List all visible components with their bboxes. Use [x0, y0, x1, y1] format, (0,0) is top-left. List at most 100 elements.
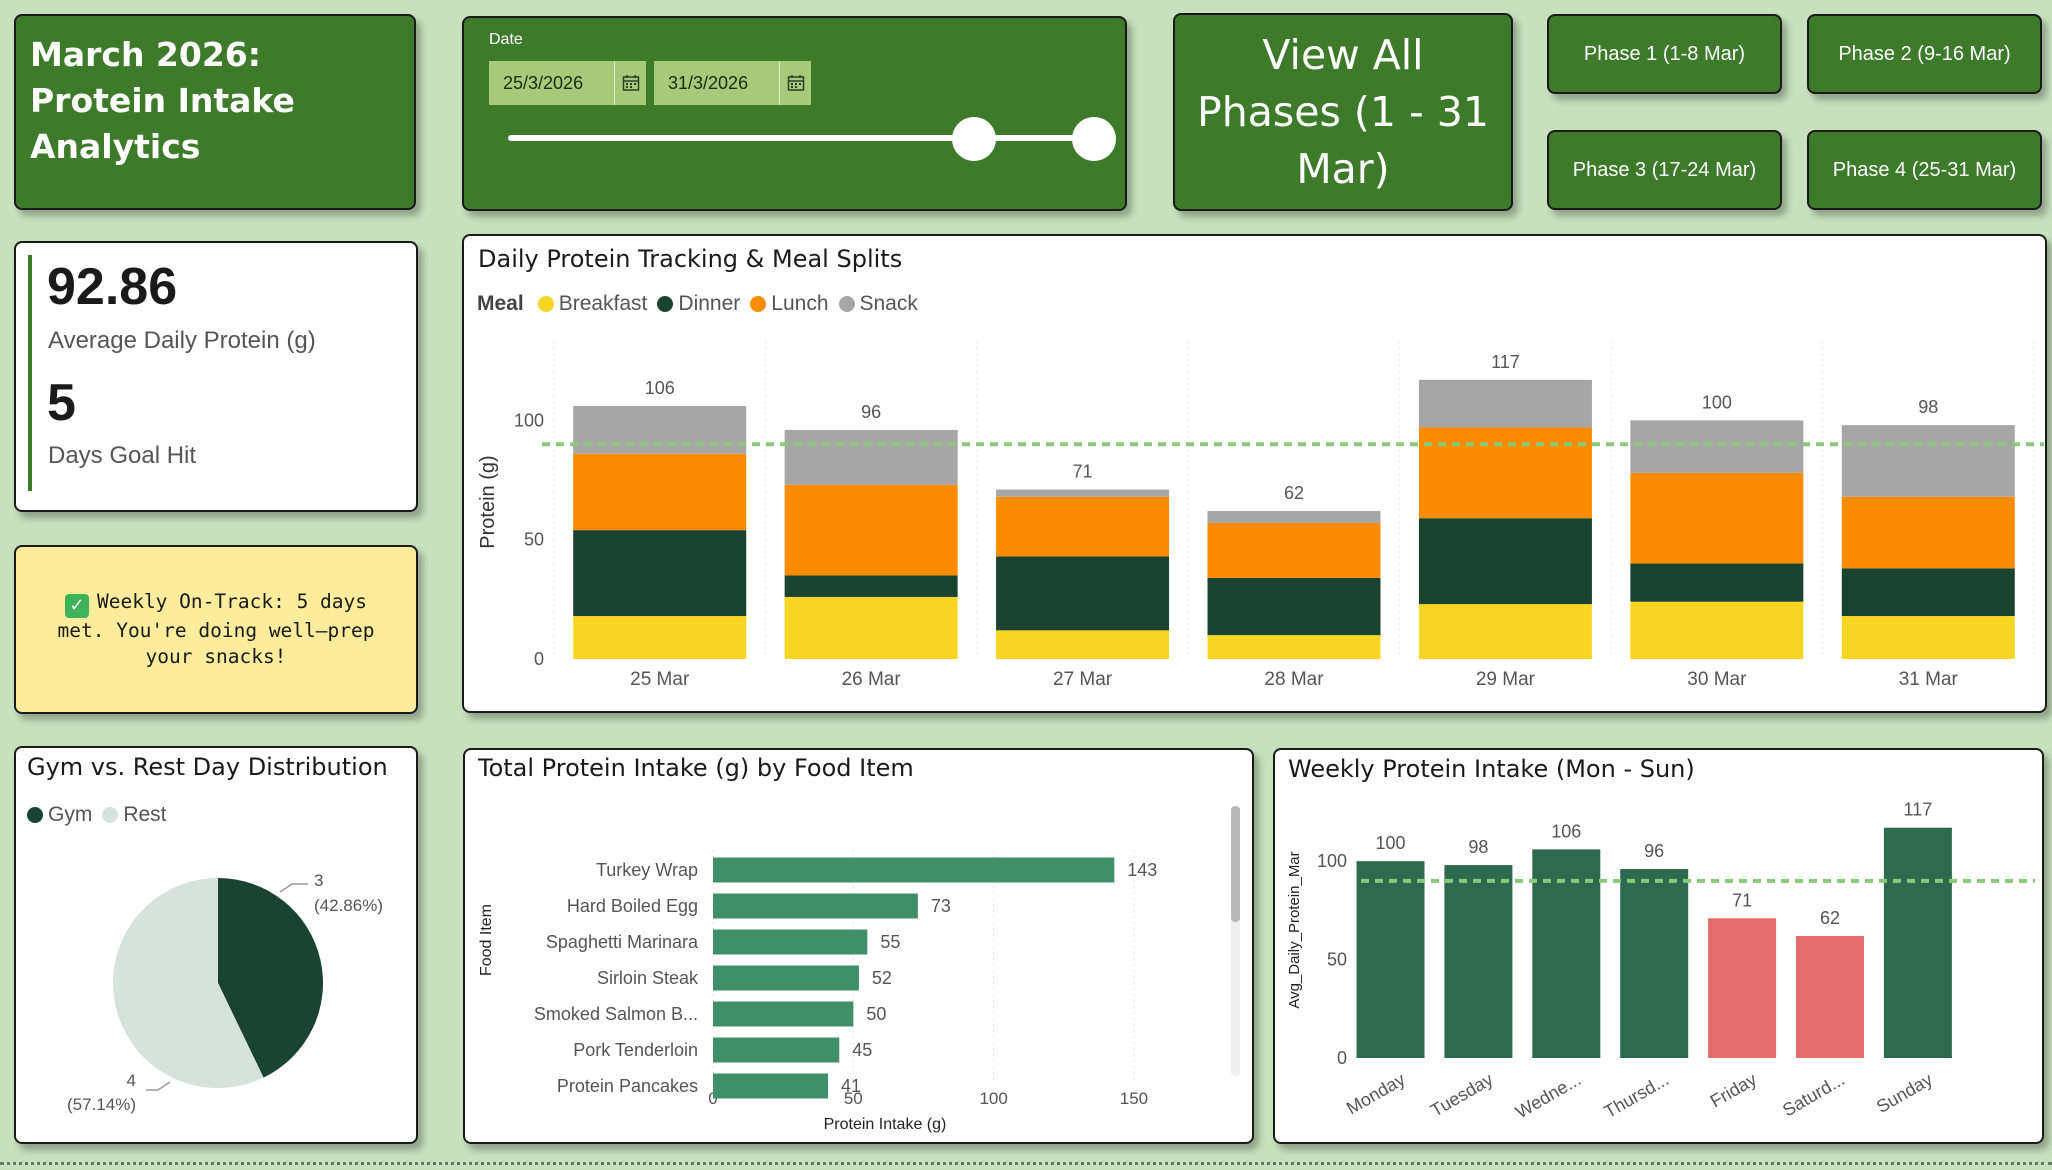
data-label: 73 [931, 896, 951, 916]
y-tick-label: 100 [514, 410, 544, 430]
bar-breakfast [1207, 635, 1381, 659]
pie-legend: Gym Rest [27, 803, 177, 827]
calendar-icon[interactable] [779, 61, 811, 105]
food-bar [713, 857, 1115, 883]
start-date-input[interactable]: 25/3/2026 [489, 61, 646, 105]
bar-snack [573, 406, 747, 454]
weekly-bar [1883, 827, 1952, 1058]
x-tick-label: Sunday [1873, 1069, 1936, 1117]
weekly-bar [1444, 865, 1513, 1058]
y-tick-label: 0 [534, 649, 544, 669]
y-axis-title: Protein (g) [477, 455, 499, 548]
data-label: 117 [1904, 800, 1933, 820]
bar-breakfast [996, 630, 1170, 659]
title-card: March 2026: Protein Intake Analytics [14, 14, 416, 210]
data-label: 71 [1732, 890, 1752, 910]
bar-snack [1630, 420, 1804, 473]
weekly-bar [1796, 935, 1864, 1058]
x-tick-label: 50 [844, 1089, 863, 1108]
x-tick-label: Thursd... [1601, 1069, 1673, 1122]
phase-4-button[interactable]: Phase 4 (25-31 Mar) [1807, 130, 2042, 210]
legend-item-breakfast[interactable]: Breakfast [537, 292, 648, 316]
bar-snack [784, 429, 958, 485]
x-tick-label: Saturd... [1779, 1069, 1848, 1120]
weekly-bar [1532, 849, 1601, 1058]
data-label: 96 [861, 402, 881, 422]
food-chart-plot: 050100150Protein Intake (g)Food ItemTurk… [478, 806, 1240, 1133]
bar-dinner [1207, 577, 1381, 636]
page-title: March 2026: Protein Intake Analytics [30, 35, 295, 166]
weekly-protein-chart: Weekly Protein Intake (Mon - Sun) 0 50 100… [1273, 748, 2044, 1144]
bar-lunch [1418, 427, 1592, 519]
date-label: Date [489, 31, 523, 48]
data-label: 62 [1820, 908, 1840, 928]
phase-2-button[interactable]: Phase 2 (9-16 Mar) [1807, 14, 2042, 94]
gym-dot-icon [27, 807, 43, 823]
dinner-dot-icon [657, 296, 674, 312]
bar-dinner [573, 530, 747, 617]
phase-1-button[interactable]: Phase 1 (1-8 Mar) [1547, 14, 1782, 94]
data-label: 62 [1284, 483, 1304, 503]
bar-snack [1207, 511, 1381, 523]
bar-dinner [1841, 568, 2015, 617]
weekly-bar [1708, 918, 1777, 1058]
bar-breakfast [784, 596, 958, 659]
view-all-phases-button[interactable]: View All Phases (1 - 31 Mar) [1173, 13, 1513, 211]
y-tick-label: 50 [1327, 950, 1347, 970]
bar-lunch [573, 453, 747, 531]
pie-percent-label: (57.14%) [67, 1095, 136, 1114]
daily-protein-chart: Daily Protein Tracking & Meal Splits Mea… [462, 234, 2047, 713]
slider-start-handle[interactable] [951, 117, 996, 161]
legend-item-lunch[interactable]: Lunch [750, 292, 829, 316]
legend-item-snack[interactable]: Snack [838, 292, 918, 316]
food-chart-title: Total Protein Intake (g) by Food Item [478, 754, 914, 782]
food-bar [713, 929, 868, 955]
legend-item-rest[interactable]: Rest [102, 803, 167, 827]
status-note: ✓ Weekly On-Track: 5 days met. You're doi… [14, 545, 418, 714]
x-tick-label: 30 Mar [1687, 669, 1747, 690]
page-bottom-divider [0, 1162, 2052, 1165]
status-message: Weekly On-Track: 5 days met. You're doin… [57, 590, 375, 668]
category-label: Pork Tenderloin [573, 1040, 698, 1060]
bar-dinner [1418, 518, 1592, 605]
weekly-chart-plot: 0 50 100 Avg_Daily_Protein_Mar 100 Monday 98 Tu… [1286, 800, 2035, 1122]
x-tick-label: Friday [1707, 1069, 1760, 1111]
phase-3-label: Phase 3 (17-24 Mar) [1572, 158, 1757, 181]
data-label: 117 [1491, 352, 1520, 372]
phase-3-button[interactable]: Phase 3 (17-24 Mar) [1547, 130, 1782, 210]
legend-item-gym[interactable]: Gym [27, 803, 92, 827]
legend-label-lunch: Lunch [771, 292, 829, 315]
kpi-accent-bar [28, 255, 32, 491]
data-label: 100 [1702, 392, 1732, 412]
bar-breakfast [573, 616, 747, 659]
kpi-card: 92.86 Average Daily Protein (g) 5 Days G… [14, 241, 418, 512]
legend-label-dinner: Dinner [678, 292, 741, 315]
x-axis-title: Protein Intake (g) [824, 1116, 947, 1133]
status-note-text: ✓ Weekly On-Track: 5 days met. You're doi… [40, 589, 392, 670]
y-tick-label: 50 [524, 530, 544, 550]
bar-dinner [996, 556, 1170, 631]
date-range-track[interactable] [508, 135, 1094, 141]
bar-dinner [1630, 563, 1804, 602]
category-label: Sirloin Steak [597, 968, 699, 988]
bar-dinner [784, 575, 958, 597]
category-label: Hard Boiled Egg [567, 896, 698, 916]
rest-dot-icon [102, 807, 119, 823]
x-tick-label: 29 Mar [1476, 669, 1536, 690]
data-label: 106 [1551, 821, 1581, 841]
legend-item-dinner[interactable]: Dinner [657, 292, 740, 316]
food-bar [713, 965, 859, 991]
end-date-input[interactable]: 31/3/2026 [654, 61, 811, 105]
y-tick-label: 100 [1317, 851, 1347, 871]
weekly-bar [1356, 861, 1425, 1058]
y-tick-label: 0 [1337, 1048, 1347, 1068]
calendar-icon[interactable] [614, 61, 646, 105]
leader-line [279, 883, 308, 893]
daily-chart-title: Daily Protein Tracking & Meal Splits [478, 245, 903, 273]
food-protein-chart: Total Protein Intake (g) by Food Item 05… [463, 748, 1254, 1144]
data-label: 71 [1073, 462, 1093, 482]
slider-end-handle[interactable] [1072, 117, 1116, 161]
category-label: Turkey Wrap [596, 860, 698, 880]
food-bar [713, 1073, 829, 1099]
legend-label-breakfast: Breakfast [558, 292, 648, 315]
